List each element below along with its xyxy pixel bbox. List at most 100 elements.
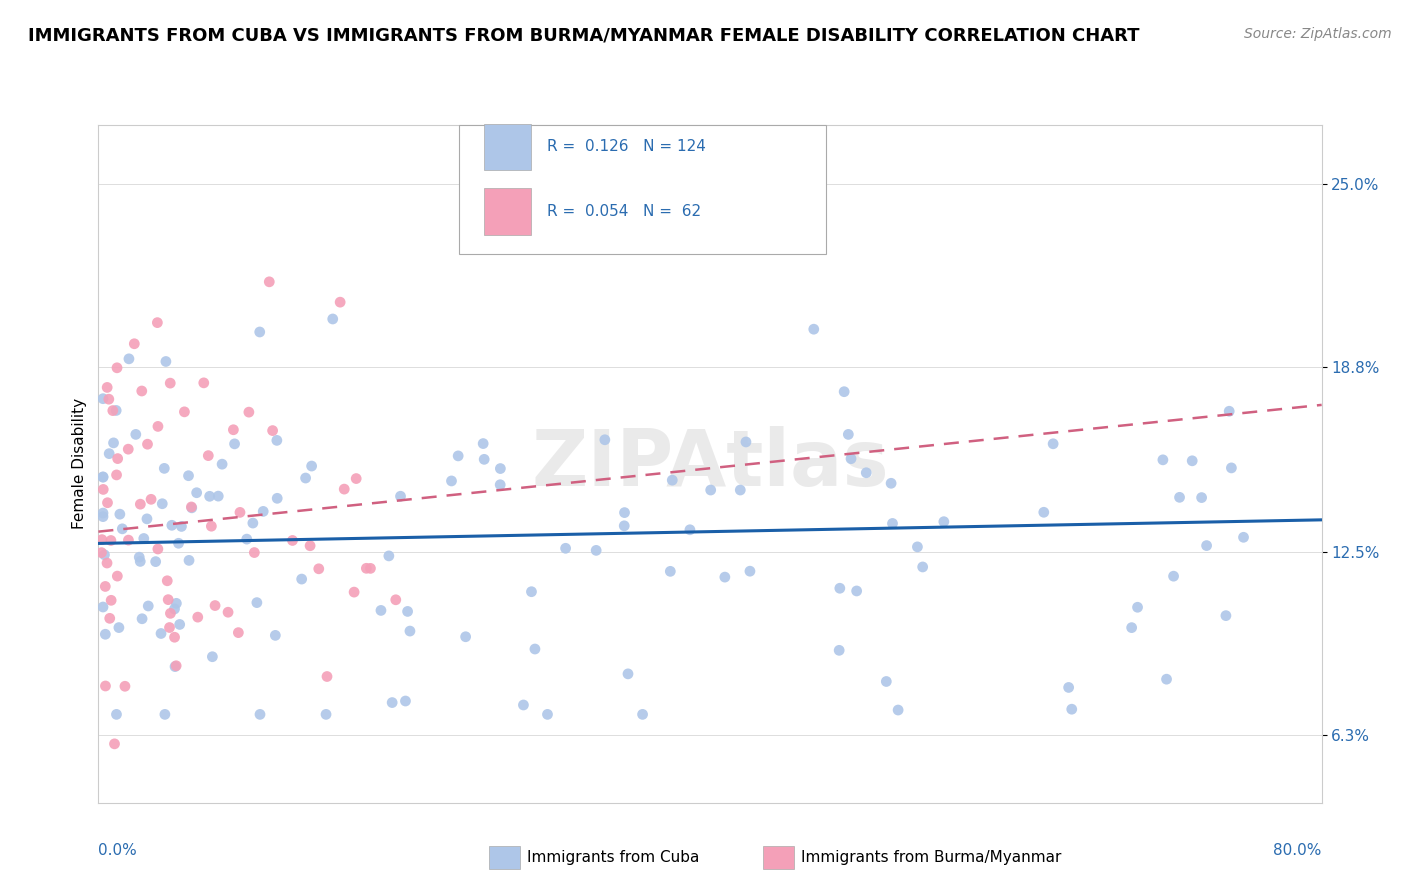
Point bbox=[198, 489, 221, 503]
Point bbox=[207, 489, 229, 503]
Point bbox=[103, 436, 125, 450]
Point bbox=[613, 506, 636, 520]
Point bbox=[146, 419, 169, 434]
Point bbox=[281, 533, 304, 548]
Point bbox=[252, 504, 274, 518]
Point bbox=[96, 496, 118, 510]
Point bbox=[96, 380, 118, 394]
Point bbox=[585, 543, 607, 558]
Point bbox=[108, 621, 131, 635]
Point bbox=[679, 523, 702, 537]
Point bbox=[117, 442, 139, 457]
Point bbox=[159, 621, 181, 635]
Point bbox=[264, 628, 287, 642]
Point bbox=[136, 437, 159, 451]
Point bbox=[1220, 461, 1243, 475]
Point bbox=[911, 560, 934, 574]
Point bbox=[246, 596, 269, 610]
Point bbox=[163, 630, 186, 644]
Text: 0.0%: 0.0% bbox=[98, 844, 138, 858]
Text: Immigrants from Cuba: Immigrants from Cuba bbox=[527, 850, 700, 864]
Point bbox=[131, 612, 153, 626]
Point bbox=[1156, 672, 1178, 686]
Point bbox=[136, 599, 159, 613]
Point bbox=[803, 322, 825, 336]
Point bbox=[150, 626, 173, 640]
Point bbox=[730, 483, 752, 497]
Point bbox=[536, 707, 558, 722]
Point bbox=[875, 674, 897, 689]
Point bbox=[124, 336, 146, 351]
Point bbox=[165, 658, 187, 673]
Text: IMMIGRANTS FROM CUBA VS IMMIGRANTS FROM BURMA/MYANMAR FEMALE DISABILITY CORRELAT: IMMIGRANTS FROM CUBA VS IMMIGRANTS FROM … bbox=[28, 27, 1140, 45]
Point bbox=[1181, 454, 1204, 468]
Point bbox=[100, 593, 122, 607]
Point bbox=[94, 627, 117, 641]
Point bbox=[129, 497, 152, 511]
Point bbox=[217, 605, 239, 619]
Point bbox=[201, 649, 224, 664]
Point bbox=[169, 617, 191, 632]
Point bbox=[294, 471, 316, 485]
Point bbox=[150, 497, 173, 511]
Point bbox=[177, 553, 200, 567]
Point bbox=[224, 437, 246, 451]
Point bbox=[333, 482, 356, 496]
Point bbox=[117, 533, 139, 548]
Point bbox=[512, 698, 534, 712]
Point bbox=[1042, 437, 1064, 451]
Point bbox=[1152, 453, 1174, 467]
Point bbox=[315, 707, 337, 722]
Point bbox=[108, 507, 131, 521]
Text: R =  0.126   N = 124: R = 0.126 N = 124 bbox=[547, 139, 706, 154]
Point bbox=[266, 434, 288, 448]
Point bbox=[128, 550, 150, 565]
Point bbox=[882, 516, 904, 531]
Point bbox=[907, 540, 929, 554]
Point bbox=[93, 548, 115, 562]
Point bbox=[266, 491, 288, 506]
Point bbox=[593, 433, 616, 447]
Point bbox=[180, 500, 202, 515]
Point bbox=[105, 360, 128, 375]
Point bbox=[447, 449, 470, 463]
Point bbox=[617, 666, 640, 681]
FancyBboxPatch shape bbox=[460, 125, 827, 253]
Point bbox=[738, 564, 761, 578]
Point bbox=[249, 325, 271, 339]
Point bbox=[242, 516, 264, 530]
Point bbox=[91, 392, 114, 406]
Point bbox=[837, 427, 859, 442]
Point bbox=[94, 579, 117, 593]
Text: 80.0%: 80.0% bbox=[1274, 844, 1322, 858]
Point bbox=[193, 376, 215, 390]
Point bbox=[145, 555, 167, 569]
Point bbox=[105, 403, 128, 417]
Point bbox=[103, 737, 125, 751]
Point bbox=[308, 562, 330, 576]
Point bbox=[204, 599, 226, 613]
Point bbox=[523, 642, 546, 657]
Point bbox=[344, 472, 367, 486]
Point bbox=[229, 505, 252, 519]
Point bbox=[735, 434, 758, 449]
Point bbox=[228, 625, 250, 640]
Point bbox=[291, 572, 314, 586]
Point bbox=[91, 506, 114, 520]
Point bbox=[243, 545, 266, 559]
Point bbox=[554, 541, 576, 556]
Point bbox=[157, 592, 180, 607]
Point bbox=[472, 452, 495, 467]
Point bbox=[91, 483, 114, 497]
FancyBboxPatch shape bbox=[484, 123, 531, 170]
Text: ZIPAtlas: ZIPAtlas bbox=[531, 425, 889, 502]
Point bbox=[187, 610, 209, 624]
Point bbox=[359, 561, 381, 575]
Point bbox=[301, 458, 323, 473]
Point bbox=[389, 489, 412, 503]
Point bbox=[165, 596, 187, 610]
Point bbox=[828, 643, 851, 657]
Point bbox=[200, 519, 222, 533]
Point bbox=[932, 515, 955, 529]
Point bbox=[211, 457, 233, 471]
